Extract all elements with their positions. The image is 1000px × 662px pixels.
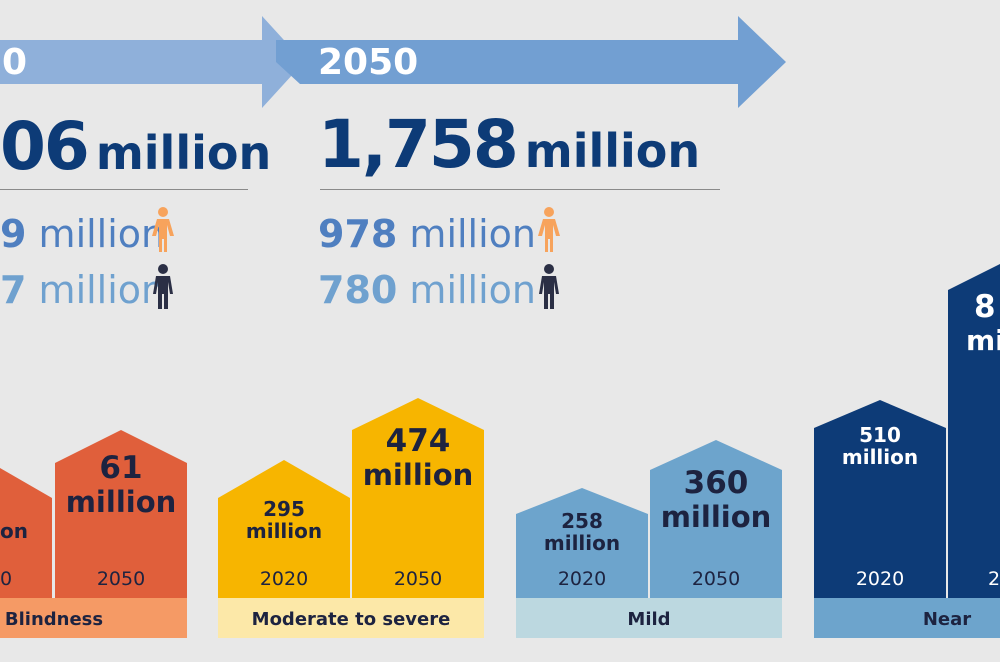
label-strip-mild — [516, 598, 782, 638]
value-unit: million — [65, 484, 177, 519]
value-number: 8 — [974, 290, 996, 325]
value-number: 258 — [561, 509, 603, 533]
arrow-2020 — [0, 16, 304, 108]
bar-near-2020 — [814, 400, 946, 598]
year-left-label: 0 — [2, 42, 28, 83]
bar-blindness-2020 — [0, 468, 52, 598]
bar-blindness-2050 — [55, 430, 187, 598]
female-right-unit: million — [409, 212, 537, 256]
year-mild-2020: 2020 — [557, 568, 607, 590]
year-near-2020: 2020 — [855, 568, 905, 590]
category-label-blindness: Blindness — [4, 609, 104, 630]
value-near-2050: 8 mi — [962, 290, 1000, 356]
timeline-arrows — [0, 16, 786, 108]
total-left-number: 06 — [0, 108, 90, 185]
label-strip-moderate — [218, 598, 484, 638]
male-left-unit: million — [38, 268, 166, 312]
female-right: 978 million — [318, 212, 536, 256]
value-unit: million — [245, 519, 323, 544]
value-moderate-2050: 474 million — [352, 424, 484, 491]
category-label-near: Near — [922, 609, 972, 630]
category-label-moderate: Moderate to severe — [251, 609, 451, 630]
male-icon — [539, 264, 559, 309]
value-number: 61 — [99, 450, 143, 486]
year-right-label: 2050 — [318, 42, 419, 83]
total-left-unit: million — [95, 126, 272, 180]
bar-mild-2020 — [516, 488, 648, 598]
label-strip-near — [814, 598, 1000, 638]
male-left: 7 million — [0, 268, 165, 312]
value-number: 295 — [263, 497, 305, 521]
value-mild-2020: 258 million — [516, 510, 648, 555]
value-unit: mi — [966, 323, 1000, 357]
total-right: 1,758 million — [318, 106, 700, 183]
value-moderate-2020: 295 million — [218, 498, 350, 543]
divider-left — [0, 189, 248, 190]
value-unit: million — [660, 499, 772, 534]
value-unit: million — [841, 445, 919, 470]
male-left-number: 7 — [0, 268, 27, 312]
category-label-mild: Mild — [627, 609, 671, 630]
year-moderate-2050: 2050 — [393, 568, 443, 590]
value-unit: million — [362, 457, 474, 492]
value-blindness-2020: on — [0, 519, 28, 543]
value-near-2020: 510 million — [814, 424, 946, 469]
value-number: 474 — [385, 423, 451, 459]
value-unit: million — [543, 531, 621, 556]
male-right-unit: million — [409, 268, 537, 312]
bar-near-2050 — [948, 264, 1000, 598]
male-icon — [153, 264, 173, 309]
bar-moderate-2020 — [218, 460, 350, 598]
value-number: 510 — [859, 423, 901, 447]
female-icon — [152, 207, 174, 252]
female-left: 9 million — [0, 212, 165, 256]
female-icon — [538, 207, 560, 252]
female-left-unit: million — [38, 212, 166, 256]
divider-right — [320, 189, 720, 190]
female-left-number: 9 — [0, 212, 27, 256]
bar-moderate-2050 — [352, 398, 484, 598]
male-right-number: 780 — [318, 268, 398, 312]
bar-mild-2050 — [650, 440, 782, 598]
total-right-number: 1,758 — [318, 106, 519, 183]
value-blindness-2050: 61 million — [55, 451, 187, 518]
arrow-2050 — [276, 16, 786, 108]
year-near-2050: 2 — [988, 568, 1000, 590]
value-number: 360 — [683, 465, 749, 501]
total-right-unit: million — [524, 124, 701, 178]
year-blindness-2050: 2050 — [96, 568, 146, 590]
year-blindness-2020: 0 — [0, 568, 13, 590]
value-mild-2050: 360 million — [650, 466, 782, 533]
male-right: 780 million — [318, 268, 536, 312]
year-mild-2050: 2050 — [691, 568, 741, 590]
total-left: 06 million — [0, 108, 271, 185]
year-moderate-2020: 2020 — [259, 568, 309, 590]
female-right-number: 978 — [318, 212, 398, 256]
label-strip-blindness — [0, 598, 187, 638]
